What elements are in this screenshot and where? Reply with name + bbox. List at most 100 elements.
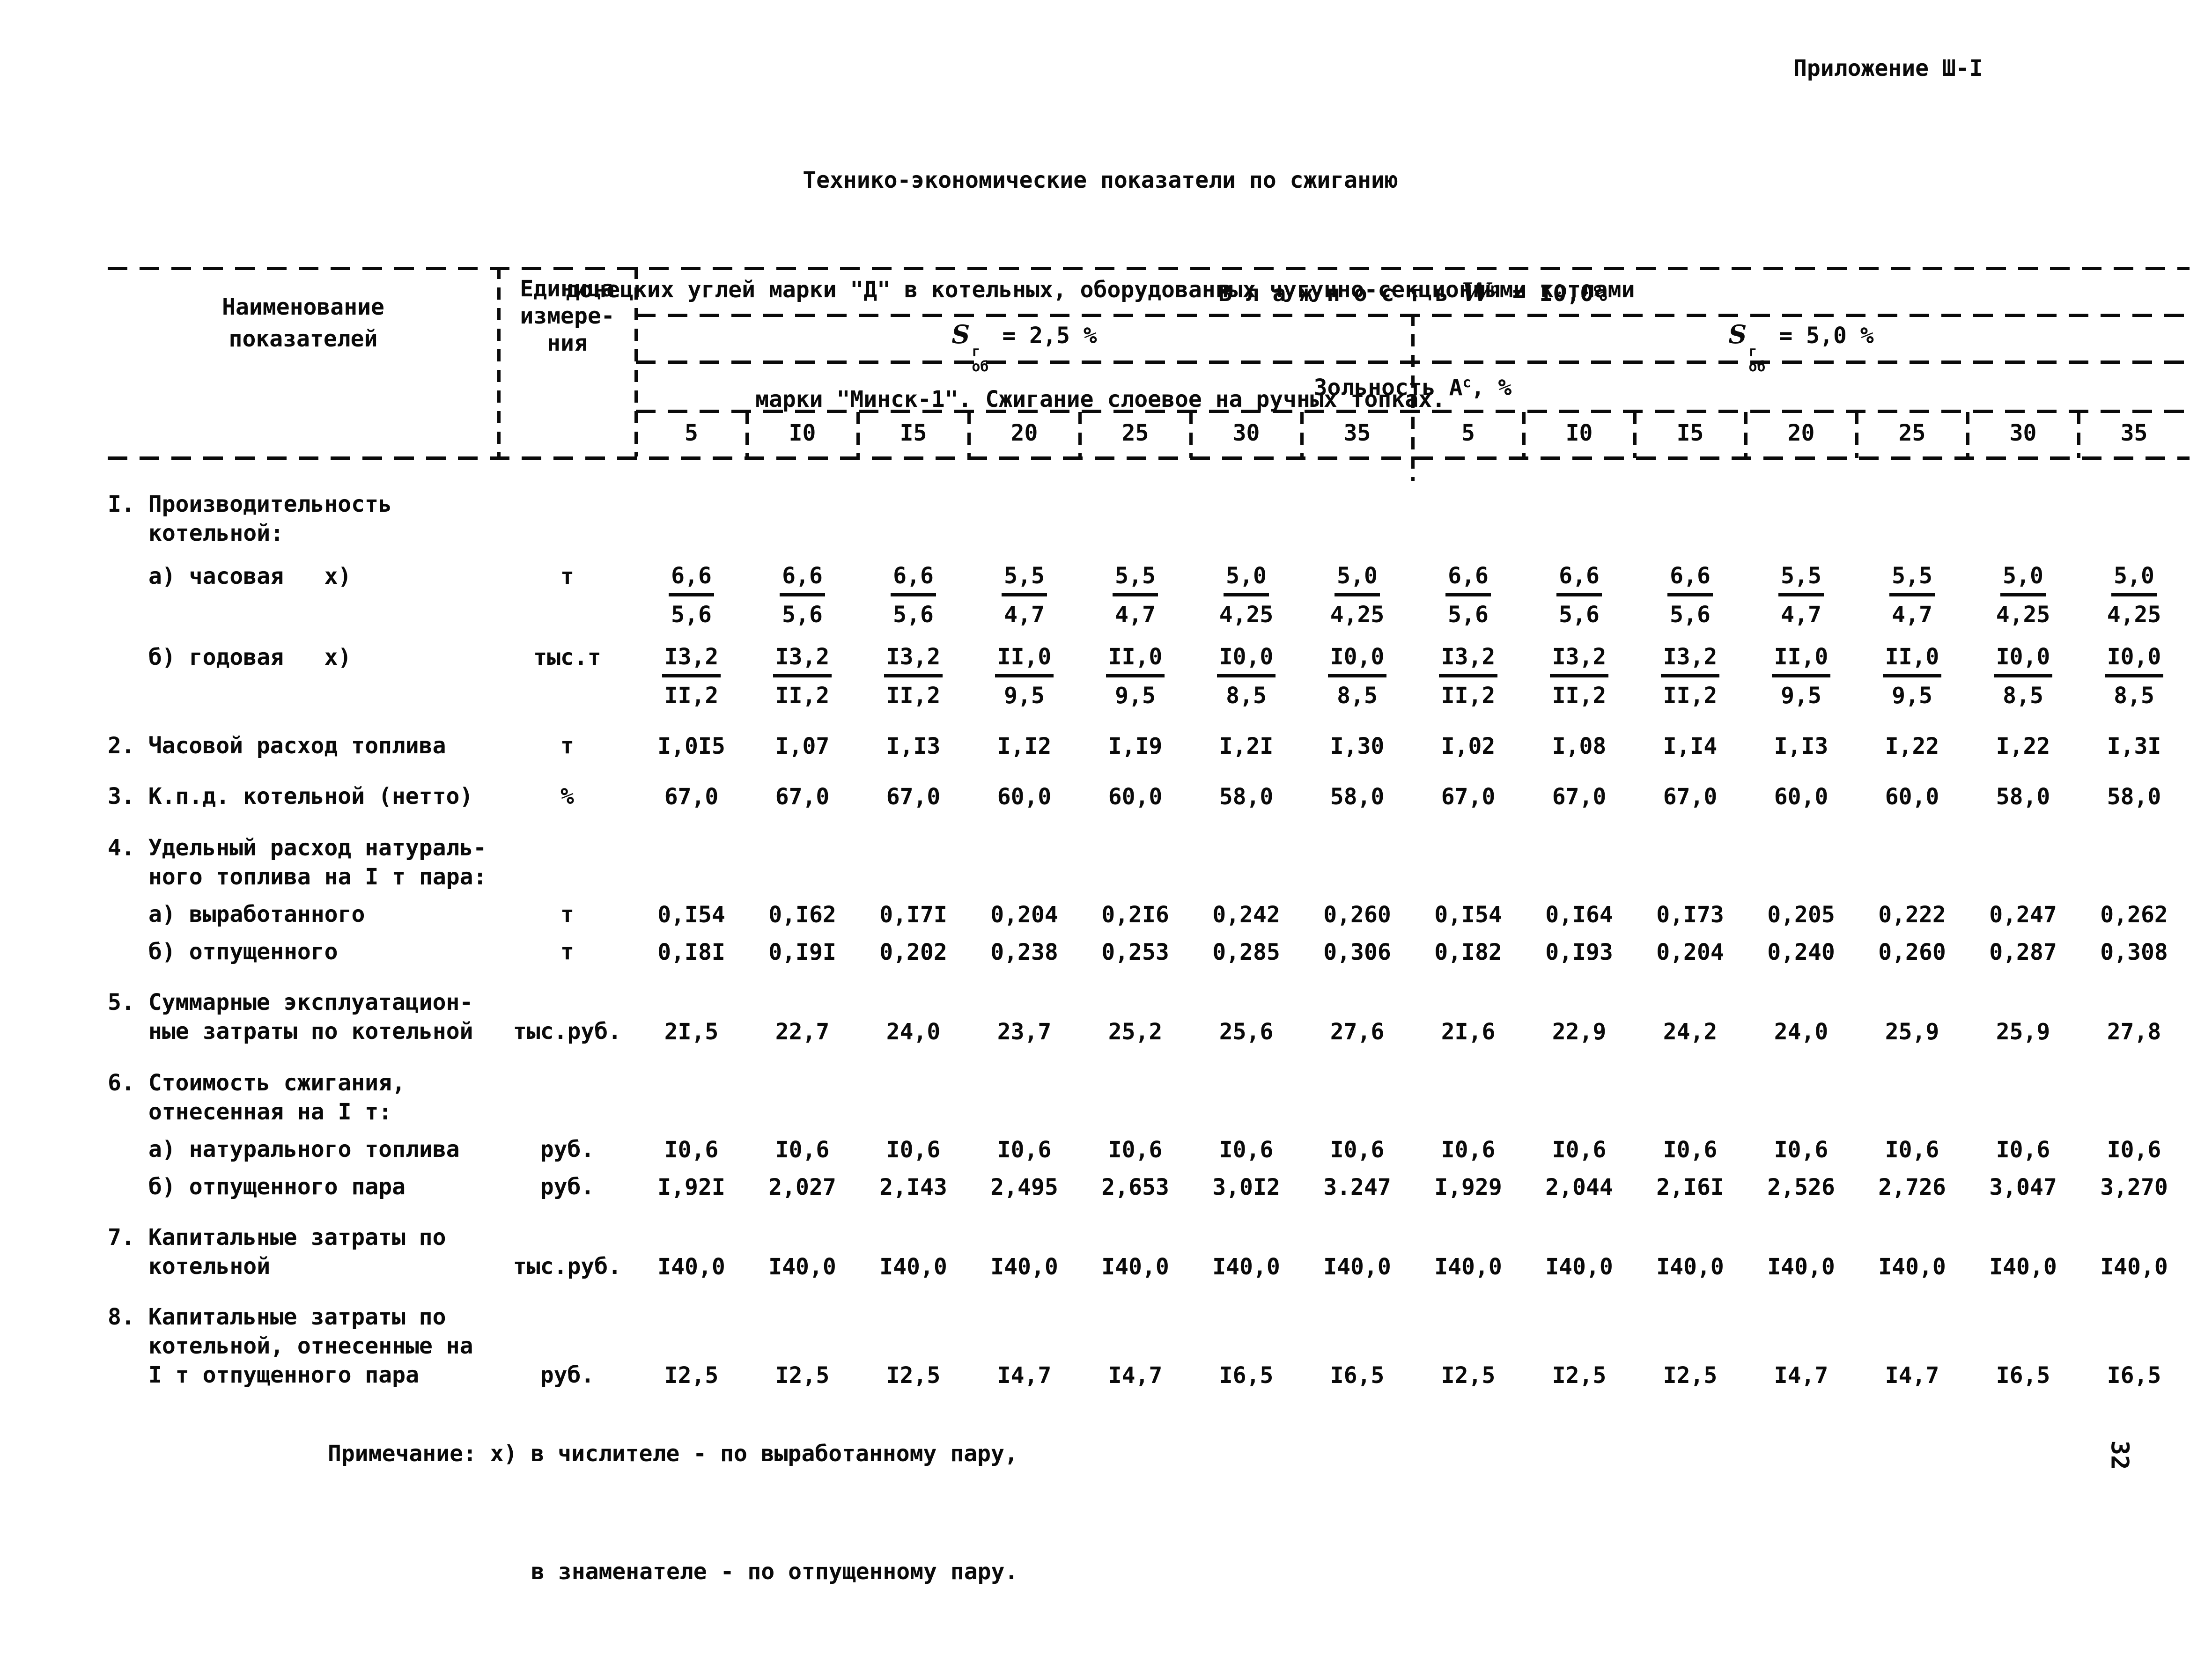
cell-value: 2I,6 xyxy=(1441,1019,1496,1045)
row-unit: руб. xyxy=(540,1362,595,1388)
cell-value: II,0 9,5 xyxy=(1080,643,1191,710)
cell-value: 5,5 4,7 xyxy=(1746,562,1857,629)
cell-value: 58,0 xyxy=(2107,784,2161,810)
cell-value: I0,6 xyxy=(1774,1137,1829,1163)
fraction-numerator: 5,0 xyxy=(2000,562,2046,596)
cell-value: 58,0 xyxy=(1219,784,1274,810)
ash-column-separator xyxy=(1633,412,1637,458)
cell-value: I2,5 xyxy=(886,1362,941,1389)
cell-value: 0,I8I xyxy=(657,939,725,965)
cell-value: 5,0 4,25 xyxy=(1302,562,1413,629)
cell-value: I40,0 xyxy=(1545,1254,1613,1280)
cell-value: I3,2 II,2 xyxy=(1524,643,1635,710)
cell-value: I40,0 xyxy=(1323,1254,1391,1280)
fraction-numerator: 6,6 xyxy=(1556,562,1602,596)
cell-value: 6,6 5,6 xyxy=(636,562,747,629)
row-label: б) отпущенного xyxy=(108,937,499,966)
fraction-value: I0,0 8,5 xyxy=(2104,643,2164,710)
cell-value: 60,0 xyxy=(1885,784,1939,810)
fraction-numerator: 5,0 xyxy=(1224,562,1269,596)
cell-value: I40,0 xyxy=(990,1254,1058,1280)
ash-column-header: I5 xyxy=(1676,420,1704,446)
fraction-denominator: II,2 xyxy=(775,683,830,709)
fraction-denominator: 9,5 xyxy=(1892,683,1932,709)
cell-value: 2,027 xyxy=(768,1174,836,1200)
fraction-value: I3,2 II,2 xyxy=(773,643,832,710)
fraction-value: 5,5 4,7 xyxy=(1113,562,1158,629)
ash-column-separator xyxy=(1522,412,1526,458)
table-row: 2. Часовой расход топлива т I,0I5 I,07 I,I3 I… xyxy=(108,731,2190,760)
cell-value: 2,726 xyxy=(1878,1174,1946,1200)
table-row: 5. Суммарные эксплуатацион-ные затраты п… xyxy=(108,988,2190,1046)
fraction-numerator: 6,6 xyxy=(669,562,714,596)
fraction-denominator: 4,25 xyxy=(2107,602,2161,628)
cell-value: 5,5 4,7 xyxy=(1857,562,1968,629)
cell-value: I0,0 8,5 xyxy=(1191,643,1302,710)
row-label: а) часовая х) xyxy=(108,562,499,591)
ash-column-separator xyxy=(967,412,971,458)
cell-value: 5,5 4,7 xyxy=(969,562,1080,629)
row-label-line: 2. Часовой расход топлива xyxy=(108,733,446,759)
cell-value: 6,6 5,6 xyxy=(1524,562,1635,629)
fraction-numerator: 6,6 xyxy=(780,562,825,596)
ash-column-separator xyxy=(1855,412,1858,458)
ash-column-header: I0 xyxy=(1565,420,1593,446)
cell-value: I40,0 xyxy=(879,1254,947,1280)
fraction-numerator: 6,6 xyxy=(1667,562,1713,596)
fraction-denominator: 9,5 xyxy=(1781,683,1821,709)
cell-value: 5,0 4,25 xyxy=(1968,562,2079,629)
cell-value: 0,204 xyxy=(990,902,1058,928)
column-header-unit: Единица измере- ния xyxy=(499,275,636,357)
cell-value: 67,0 xyxy=(1552,784,1607,810)
cell-value: I0,6 xyxy=(1330,1137,1385,1163)
row-unit: т xyxy=(560,939,574,965)
fraction-numerator: 5,5 xyxy=(1778,562,1824,596)
cell-value: 67,0 xyxy=(886,784,941,810)
fraction-value: I3,2 II,2 xyxy=(662,643,721,710)
row-label-line: котельной: xyxy=(148,520,284,546)
cell-value: 24,0 xyxy=(886,1019,941,1045)
cell-value: 2,044 xyxy=(1545,1174,1613,1200)
fraction-denominator: 5,6 xyxy=(782,602,823,628)
cell-value: 0,260 xyxy=(1878,939,1946,965)
cell-value: 0,I62 xyxy=(768,902,836,928)
cell-value: I3,2 II,2 xyxy=(858,643,969,710)
row-label-line: а) натурального топлива xyxy=(148,1136,460,1162)
cell-value: 0,306 xyxy=(1323,939,1391,965)
cell-value: I4,7 xyxy=(997,1362,1052,1389)
cell-value: 0,262 xyxy=(2100,902,2168,928)
fraction-numerator: I3,2 xyxy=(662,643,721,677)
cell-value: 60,0 xyxy=(1108,784,1163,810)
fraction-value: 6,6 5,6 xyxy=(669,562,714,629)
cell-value: 2,I6I xyxy=(1656,1174,1724,1200)
fraction-numerator: 6,6 xyxy=(891,562,936,596)
table-body: I. Производительность котельной: а) часова… xyxy=(108,482,2190,1390)
fraction-numerator: 5,5 xyxy=(1113,562,1158,596)
fraction-value: II,0 9,5 xyxy=(1771,643,1831,710)
cell-value: I40,0 xyxy=(1878,1254,1946,1280)
cell-value: 22,9 xyxy=(1552,1019,1607,1045)
row-unit: руб. xyxy=(540,1174,595,1200)
cell-value: 6,6 5,6 xyxy=(1413,562,1524,629)
fraction-denominator: 8,5 xyxy=(1226,683,1267,709)
cell-value: I0,6 xyxy=(664,1137,719,1163)
cell-value: I0,6 xyxy=(775,1137,830,1163)
cell-value: I,2I xyxy=(1219,733,1274,759)
fraction-denominator: 5,6 xyxy=(671,602,712,628)
cell-value: 27,8 xyxy=(2107,1019,2161,1045)
fraction-denominator: 4,25 xyxy=(1996,602,2050,628)
ash-column-separator xyxy=(2077,412,2080,458)
row-label-line: 4. Удельный расход натураль- xyxy=(108,835,487,861)
fraction-value: 6,6 5,6 xyxy=(1667,562,1713,629)
moisture-header: В л а ж н о с т ь Wр = I0,0% xyxy=(1218,277,1607,307)
cell-value: I40,0 xyxy=(1212,1254,1280,1280)
cell-value: 0,260 xyxy=(1323,902,1391,928)
cell-value: 0,204 xyxy=(1656,939,1724,965)
row-label-line: 8. Капитальные затраты по xyxy=(108,1304,446,1330)
table-row: 4. Удельный расход натураль-ного топлива… xyxy=(108,833,2190,891)
cell-value: 6,6 5,6 xyxy=(858,562,969,629)
cell-value: I40,0 xyxy=(1101,1254,1169,1280)
fraction-numerator: 5,5 xyxy=(1889,562,1935,596)
cell-value: I,I4 xyxy=(1663,733,1718,759)
